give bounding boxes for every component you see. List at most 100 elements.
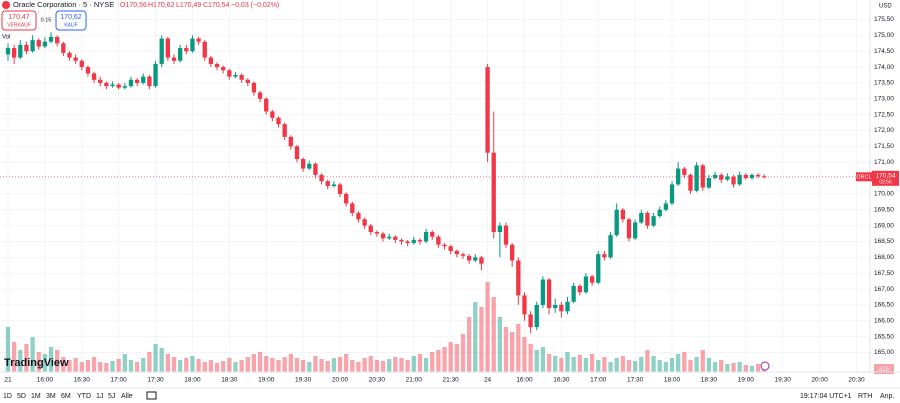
buy-button[interactable] xyxy=(55,10,87,31)
sell-button[interactable] xyxy=(1,10,37,31)
candle-body xyxy=(442,244,447,247)
candle-body xyxy=(706,178,712,188)
volume-bar xyxy=(221,361,226,372)
volume-bar xyxy=(61,357,66,372)
candle-body xyxy=(663,203,669,210)
candle-body xyxy=(448,246,453,252)
candle-body xyxy=(620,209,625,220)
buy-label: KAUF xyxy=(64,22,77,28)
volume-bar xyxy=(546,354,552,372)
candle-body xyxy=(743,174,748,179)
x-tick-label: 16:00 xyxy=(37,377,54,384)
range-button[interactable]: 5J xyxy=(108,393,115,400)
y-tick-label: 165,00 xyxy=(874,349,894,356)
volume-bar xyxy=(288,354,293,372)
y-tick-label: 167,50 xyxy=(874,270,894,277)
candle-body xyxy=(669,184,675,204)
range-button[interactable]: 5D xyxy=(17,393,26,400)
range-button[interactable]: 6M xyxy=(61,393,71,400)
range-button[interactable]: 1J xyxy=(96,393,103,400)
volume-bar xyxy=(626,360,632,372)
volume-bar xyxy=(460,334,466,372)
candle-body xyxy=(485,67,490,153)
volume-bar xyxy=(380,361,386,372)
candle-body xyxy=(61,43,66,53)
volume-bar xyxy=(42,354,48,372)
volume-bar xyxy=(202,362,207,372)
volume-bar xyxy=(694,357,699,372)
date-range-icon[interactable] xyxy=(146,391,157,400)
sell-price: 170,47 xyxy=(8,14,30,21)
candle-body xyxy=(300,159,306,169)
volume-bar xyxy=(516,324,521,372)
candle-body xyxy=(553,304,558,309)
candle-body xyxy=(98,79,103,83)
volume-bar xyxy=(239,360,244,372)
volume-bar xyxy=(663,362,669,372)
candle-body xyxy=(221,67,226,71)
volume-bar xyxy=(479,307,484,372)
candle-body xyxy=(36,40,41,47)
session[interactable]: RTH xyxy=(858,393,872,400)
volume-bar xyxy=(700,350,705,372)
volume-bar xyxy=(405,360,410,372)
candle-body xyxy=(454,251,459,255)
candle-body xyxy=(147,76,152,87)
volume-bar xyxy=(337,357,343,372)
volume-bar xyxy=(393,357,398,372)
volume-bar xyxy=(79,362,84,372)
candle-body xyxy=(694,165,699,191)
x-tick-label: 18:30 xyxy=(701,377,718,384)
candle-body xyxy=(737,174,742,185)
volume-bar xyxy=(688,360,693,372)
volume-bar xyxy=(356,362,361,372)
x-tick-label: 19:30 xyxy=(775,377,792,384)
volume-bar xyxy=(270,358,275,372)
volume-bar xyxy=(669,358,675,372)
volume-bar xyxy=(411,356,416,372)
candle-body xyxy=(196,38,201,42)
candle-body xyxy=(577,285,582,293)
range-button[interactable]: 1D xyxy=(3,393,12,400)
range-button[interactable]: YTD xyxy=(77,393,91,400)
candle-body xyxy=(233,75,238,77)
volume-bar xyxy=(731,363,736,372)
candle-body xyxy=(270,111,275,118)
adjust[interactable]: Anp. xyxy=(880,393,894,400)
candle-body xyxy=(85,67,91,74)
range-button[interactable]: Alle xyxy=(121,393,133,400)
volume-bar xyxy=(67,360,72,372)
volume-bar xyxy=(344,354,349,372)
x-tick-label: 21:00 xyxy=(406,377,423,384)
candle-body xyxy=(350,203,355,213)
range-button[interactable]: 1M xyxy=(31,393,41,400)
volume-bar xyxy=(91,357,97,372)
candle-body xyxy=(731,176,736,185)
candle-body xyxy=(337,184,343,194)
volume-bar xyxy=(553,356,558,372)
candle-body xyxy=(497,225,503,232)
x-tick-label: 21:30 xyxy=(443,377,460,384)
range-button[interactable]: 3M xyxy=(46,393,56,400)
y-tick-label: 174,00 xyxy=(874,64,894,71)
y-tick-label: 173,00 xyxy=(874,96,894,103)
candle-body xyxy=(368,225,373,232)
volume-bar xyxy=(620,356,625,372)
ohlc-open: O170,56 xyxy=(120,2,147,9)
candle-body xyxy=(208,57,214,64)
currency: USD xyxy=(879,4,892,10)
volume-bar xyxy=(583,358,589,372)
volume-bar xyxy=(430,352,435,372)
candle-body xyxy=(596,254,601,283)
volume-bar xyxy=(257,352,263,372)
volume-bar xyxy=(503,327,509,372)
symbol-logo xyxy=(2,1,10,9)
volume-bar xyxy=(454,344,459,372)
x-tick-label: 20:30 xyxy=(369,377,386,384)
range-bar: 1D 5D 1M 3M 6M YTD 1J 5J Alle xyxy=(3,393,133,400)
volume-bar xyxy=(749,366,755,372)
event-marker[interactable] xyxy=(760,361,770,371)
volume-bar xyxy=(300,360,306,372)
candle-body xyxy=(651,216,656,226)
candle-body xyxy=(393,236,398,240)
